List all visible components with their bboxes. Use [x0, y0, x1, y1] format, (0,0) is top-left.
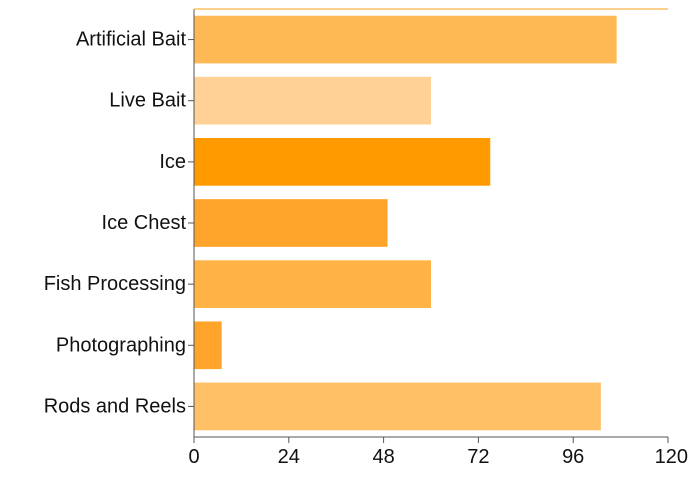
x-tick-label-120: 120	[655, 446, 688, 468]
bar-fish-processing	[194, 260, 431, 308]
x-tick-label-48: 48	[372, 446, 394, 468]
bar-artificial-bait	[194, 15, 617, 64]
x-tick-label-96: 96	[562, 446, 584, 468]
x-tick-label-0: 0	[188, 446, 199, 468]
category-label-ice: Ice	[159, 151, 186, 173]
category-label-rods-and-reels: Rods and Reels	[44, 395, 186, 417]
x-tick-label-24: 24	[278, 446, 300, 468]
bar-ice	[194, 138, 491, 186]
category-label-ice-chest: Ice Chest	[102, 212, 187, 234]
bar-rods-and-reels	[194, 382, 601, 431]
category-label-photographing: Photographing	[56, 334, 186, 356]
category-label-artificial-bait: Artificial Bait	[76, 29, 186, 51]
x-tick-label-72: 72	[467, 446, 489, 468]
category-label-live-bait: Live Bait	[109, 90, 186, 112]
bar-live-bait	[194, 76, 431, 125]
category-label-fish-processing: Fish Processing	[44, 273, 186, 295]
bar-photographing	[194, 321, 222, 370]
bar-ice-chest	[194, 199, 388, 247]
